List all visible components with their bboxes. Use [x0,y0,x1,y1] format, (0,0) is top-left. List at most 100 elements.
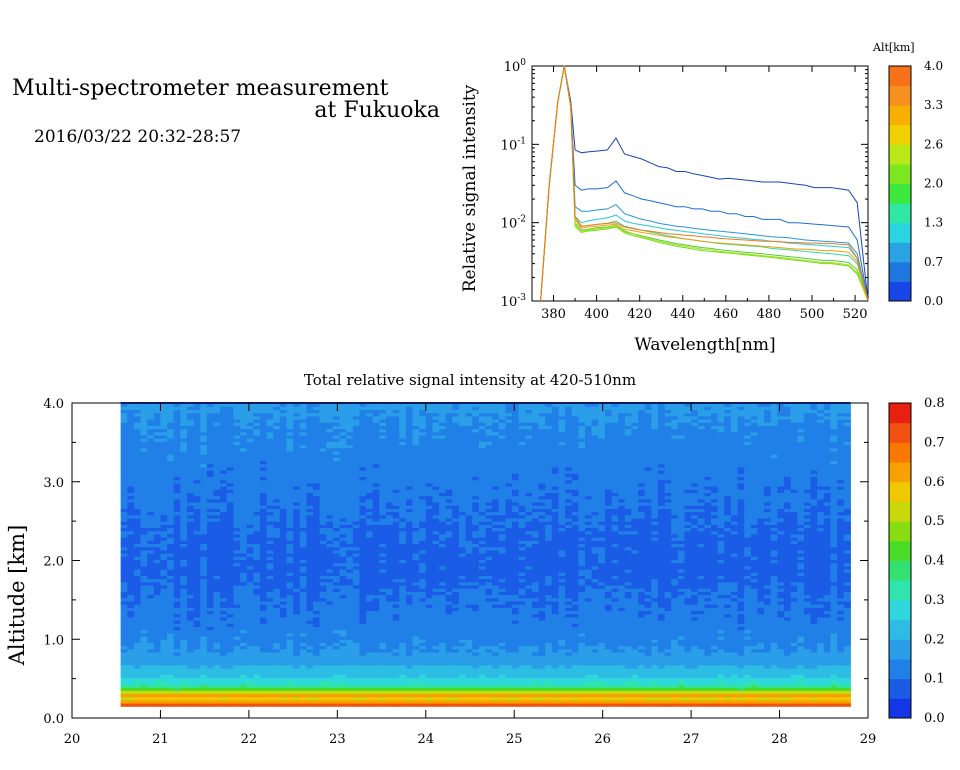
heatmap-cell [764,639,772,643]
heatmap-cell [140,635,148,640]
heatmap-cell [803,578,812,583]
heatmap-cell [133,677,142,682]
heatmap-cell [545,578,553,583]
heatmap-cell [730,667,739,672]
heatmap-cell [604,607,613,612]
heatmap-cell [730,588,739,592]
heatmap-cell [399,648,407,653]
heatmap-cell [385,623,394,627]
heatmap-cell [817,655,825,659]
heatmap-cell [657,581,666,586]
heatmap-cell [810,584,818,589]
heatmap-cell [379,629,387,634]
heatmap-cell [478,674,487,679]
heatmap-cell [783,674,792,679]
heatmap-cell [472,642,480,647]
heatmap-cell [657,610,666,615]
heatmap-cell [578,588,586,592]
heatmap-cell [173,683,181,688]
heatmap-cell [478,651,487,656]
heatmap-cell [671,591,679,596]
heatmap-cell [167,671,175,675]
heatmap-cell [551,578,560,583]
heatmap-cell [399,693,407,698]
heatmap-cell [279,623,288,627]
heatmap-cell [631,629,639,634]
heatmap-cell [644,626,652,631]
heatmap-cell [293,600,301,605]
heatmap-cell [823,623,832,627]
heatmap-cell [167,575,175,580]
heatmap-cell [346,632,354,637]
heatmap-cell [810,629,818,634]
heatmap-cell [691,597,699,602]
heatmap-cell [531,671,540,675]
heatmap-cell [147,664,155,669]
heatmap-cell [578,594,586,599]
heatmap-cell [584,610,593,615]
heatmap-cell [147,677,155,682]
heatmap-cell [372,655,380,659]
heatmap-cell [160,575,168,580]
heatmap-cell [777,658,785,663]
heatmap-cell [452,671,460,675]
heatmap-cell [558,575,566,580]
heatmap-cell [193,632,201,637]
heatmap-cell [478,572,487,576]
heatmap-cell [518,642,526,647]
heatmap-cell [631,610,639,615]
heatmap-cell [790,584,798,589]
heatmap-cell [133,699,142,704]
heatmap-cell [127,639,135,643]
heatmap-cell [266,581,274,586]
heatmap-cell [246,696,254,701]
heatmap-cell [299,607,307,612]
heatmap-cell [226,572,235,576]
heatmap-cell [266,626,274,631]
heatmap-cell [737,680,745,685]
heatmap-cell [359,671,367,675]
heatmap-cell [445,568,453,573]
heatmap-cell [293,687,301,691]
heatmap-cell [750,620,759,624]
heatmap-cell [173,648,181,653]
heatmap-cell [598,600,606,605]
heatmap-cell [724,578,732,583]
heatmap-cell [266,671,274,675]
heatmap-cell [465,604,473,608]
heatmap-cell [200,632,208,637]
heatmap-cell [611,642,619,647]
heatmap-cell [478,588,487,592]
heatmap-cell [412,667,420,672]
heatmap-cell [538,703,546,707]
heatmap-cell [286,629,294,634]
heatmap-cell [810,594,818,599]
heatmap-cell [173,655,181,659]
heatmap-cell [167,667,175,672]
heatmap-cell [220,674,228,679]
heatmap-cell [425,645,434,650]
heatmap-cell [372,651,380,656]
heatmap-cell [730,632,739,637]
heatmap-cell [618,572,626,576]
heatmap-cell [359,568,367,573]
heatmap-cell [817,690,825,695]
heatmap-cell [246,645,254,650]
heatmap-cell [651,661,659,666]
heatmap-cell [246,572,254,576]
heatmap-cell [240,604,248,608]
heatmap-cell [153,632,162,637]
heatmap-cell [764,642,772,647]
heatmap-cell [538,674,546,679]
heatmap-cell [498,703,506,707]
heatmap-cell [538,677,546,682]
heatmap-cell [385,616,394,621]
heatmap-cell [372,680,380,685]
heatmap-cell [810,696,818,701]
heatmap-cell [180,648,188,653]
heatmap-cell [306,677,314,682]
heatmap-cell [697,620,705,624]
heatmap-cell [279,667,288,672]
heatmap-cell [313,693,321,698]
heatmap-cell [783,613,792,618]
